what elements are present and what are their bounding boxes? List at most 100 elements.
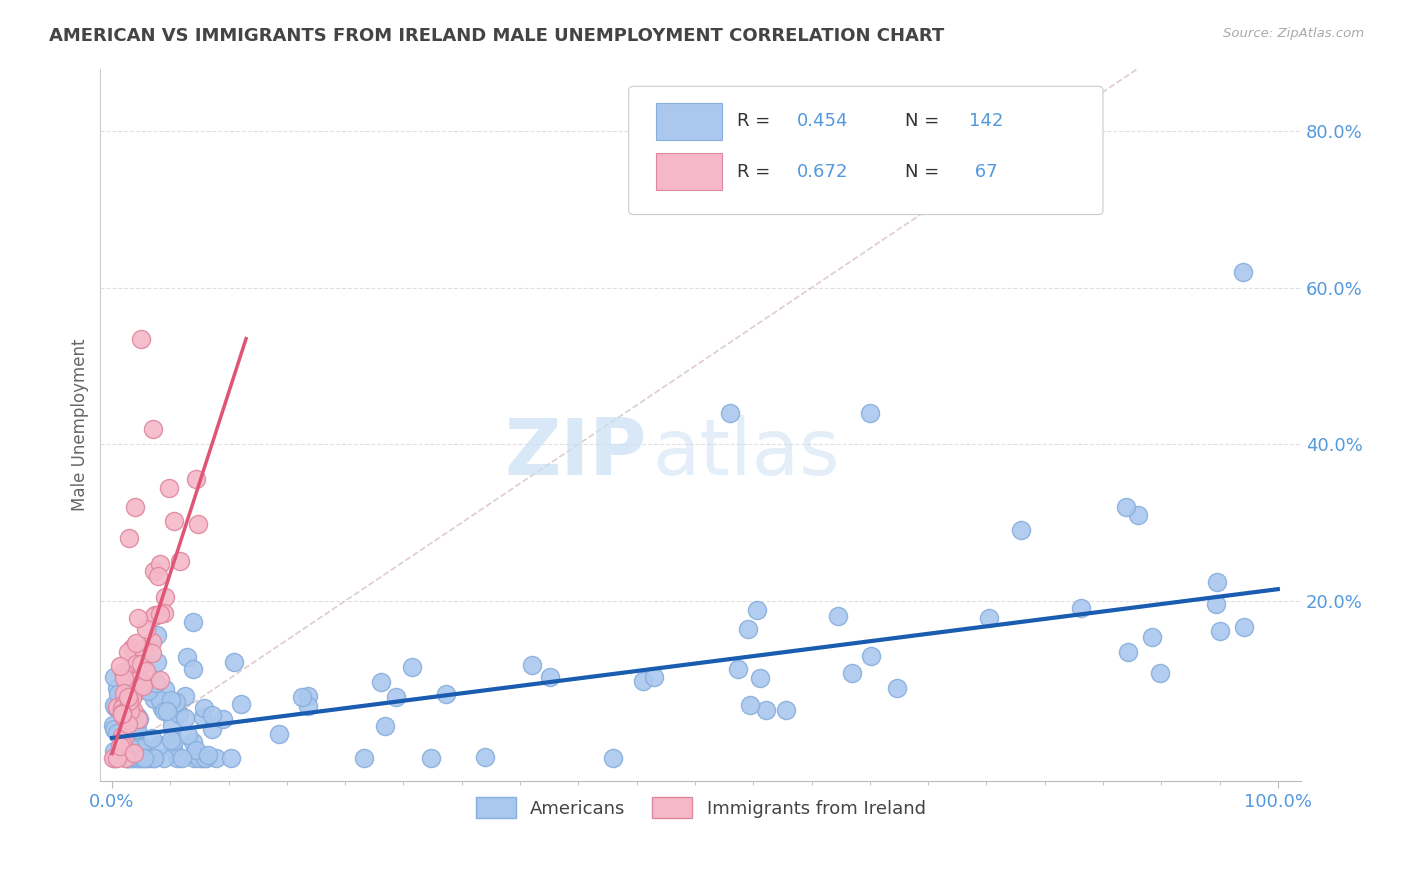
- Point: [401, 659, 423, 673]
- Point: [146, 628, 169, 642]
- Point: [643, 670, 665, 684]
- Point: [1010, 524, 1032, 538]
- Point: [204, 750, 226, 764]
- Point: [129, 676, 152, 690]
- Point: [162, 734, 184, 748]
- Point: [522, 658, 544, 673]
- Point: [159, 693, 181, 707]
- Point: [859, 406, 882, 420]
- Point: [191, 710, 214, 724]
- Point: [141, 635, 163, 649]
- Point: [142, 422, 165, 436]
- Point: [201, 722, 224, 736]
- Point: [155, 682, 177, 697]
- Point: [117, 645, 139, 659]
- Point: [143, 750, 166, 764]
- Point: [122, 750, 145, 764]
- Point: [190, 750, 212, 764]
- Point: [121, 750, 143, 764]
- Point: [124, 500, 146, 514]
- Point: [127, 709, 149, 723]
- Point: [374, 719, 396, 733]
- Point: [153, 591, 176, 605]
- Point: [104, 700, 127, 714]
- Point: [141, 731, 163, 746]
- Point: [115, 716, 138, 731]
- Point: [142, 565, 165, 579]
- Point: [201, 708, 224, 723]
- Point: [602, 750, 624, 764]
- Point: [135, 665, 157, 679]
- Point: [111, 729, 134, 743]
- Point: [149, 607, 172, 622]
- Point: [150, 701, 173, 715]
- Point: [103, 722, 125, 736]
- Point: [165, 695, 187, 709]
- Point: [1205, 597, 1227, 611]
- Point: [1140, 630, 1163, 644]
- Point: [859, 648, 882, 663]
- Point: [755, 703, 778, 717]
- Point: [166, 750, 188, 764]
- Point: [149, 557, 172, 571]
- Point: [169, 554, 191, 568]
- Point: [101, 750, 124, 764]
- Point: [269, 727, 291, 741]
- Point: [1116, 645, 1139, 659]
- Point: [131, 657, 153, 671]
- Point: [184, 742, 207, 756]
- Point: [775, 703, 797, 717]
- Point: [104, 750, 127, 764]
- Point: [181, 735, 204, 749]
- Point: [385, 690, 408, 704]
- Point: [153, 750, 176, 764]
- Point: [163, 514, 186, 528]
- Point: [142, 750, 165, 764]
- Text: N =: N =: [905, 163, 945, 181]
- Point: [112, 710, 135, 724]
- Point: [121, 703, 143, 717]
- Point: [121, 738, 143, 752]
- Point: [107, 687, 129, 701]
- Point: [174, 711, 197, 725]
- Point: [122, 688, 145, 702]
- Point: [103, 750, 125, 764]
- Point: [291, 690, 314, 705]
- Point: [160, 733, 183, 747]
- Point: [727, 662, 749, 676]
- Point: [118, 694, 141, 708]
- Point: [149, 693, 172, 707]
- Point: [115, 690, 138, 704]
- Point: [125, 750, 148, 764]
- Point: [162, 741, 184, 756]
- Point: [155, 704, 177, 718]
- Point: [886, 681, 908, 695]
- Point: [103, 698, 125, 712]
- Point: [105, 750, 128, 764]
- Point: [538, 670, 561, 684]
- Point: [117, 717, 139, 731]
- Point: [105, 725, 128, 739]
- Point: [174, 690, 197, 704]
- Point: [112, 745, 135, 759]
- Point: [112, 686, 135, 700]
- Point: [159, 482, 181, 496]
- Point: [107, 699, 129, 714]
- Point: [115, 725, 138, 739]
- Point: [146, 569, 169, 583]
- Point: [148, 738, 170, 752]
- Point: [111, 703, 134, 717]
- Point: [129, 750, 152, 764]
- Point: [112, 731, 135, 745]
- Point: [146, 656, 169, 670]
- Point: [125, 750, 148, 764]
- Point: [221, 750, 243, 764]
- Point: [108, 690, 131, 704]
- Point: [162, 718, 184, 732]
- Point: [193, 701, 215, 715]
- Point: [134, 750, 156, 764]
- Point: [121, 726, 143, 740]
- Point: [117, 699, 139, 714]
- Point: [138, 673, 160, 687]
- Point: [134, 750, 156, 764]
